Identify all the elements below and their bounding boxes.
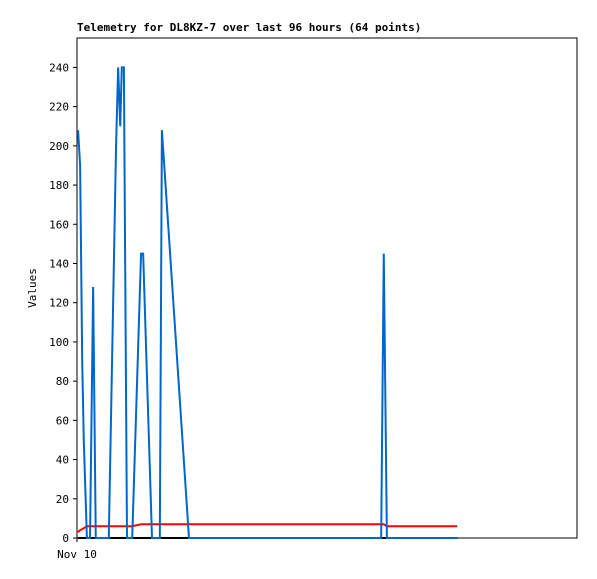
y-tick-label: 160 [49, 218, 69, 231]
y-tick-label: 80 [56, 375, 69, 388]
chart-title: Telemetry for DL8KZ-7 over last 96 hours… [77, 21, 421, 34]
y-tick-label: 180 [49, 179, 69, 192]
y-tick-label: 100 [49, 336, 69, 349]
y-tick-label: 240 [49, 61, 69, 74]
series-line [77, 66, 458, 539]
y-axis-label: Values [26, 268, 39, 308]
plot-frame [76, 37, 578, 539]
y-tick-label: 200 [49, 140, 69, 153]
y-tick-label: 120 [49, 297, 69, 310]
y-tick-label: 140 [49, 257, 69, 270]
y-tick-label: 40 [56, 454, 69, 467]
y-tick-label: 220 [49, 101, 69, 114]
x-tick-label: Nov 10 [57, 548, 97, 561]
y-tick-label: 20 [56, 493, 69, 506]
y-tick-label: 60 [56, 414, 69, 427]
y-tick-label: 0 [62, 532, 69, 545]
